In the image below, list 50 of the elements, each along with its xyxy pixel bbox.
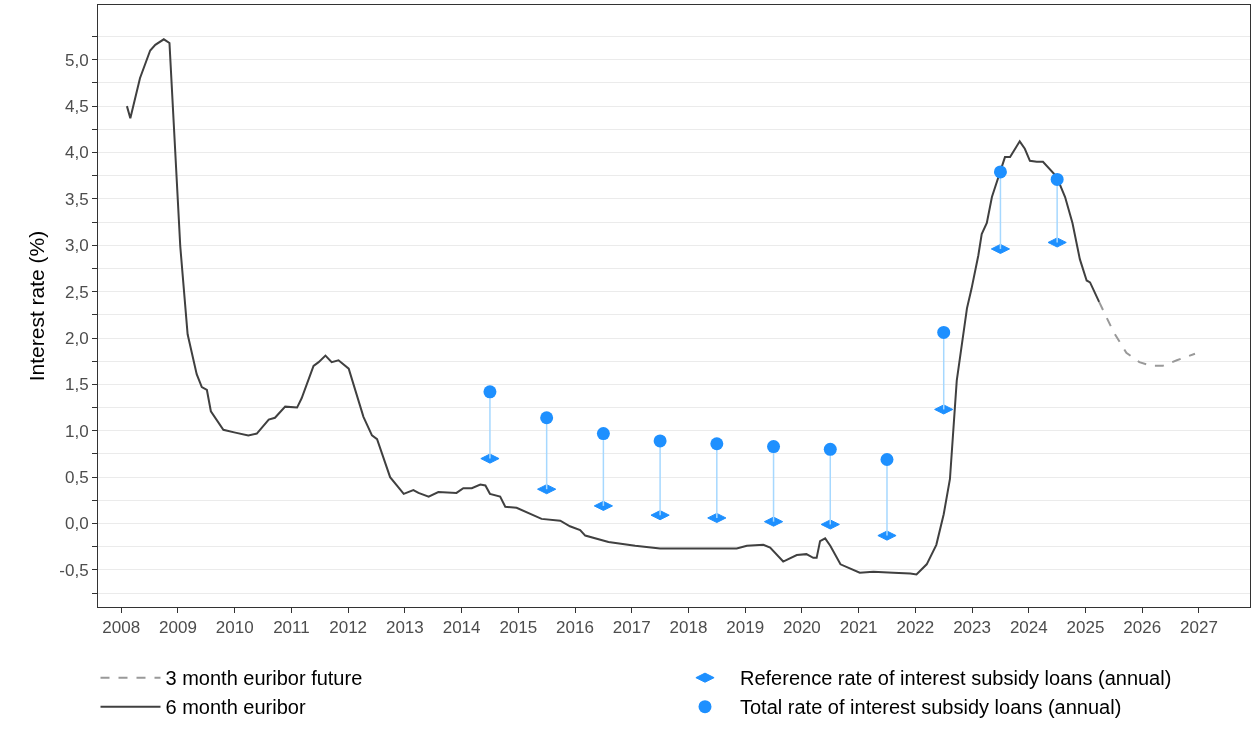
x-tick-label: 2008 [102,618,141,638]
point [937,325,951,339]
point [483,385,497,399]
y-tick-label: 2,0 [64,328,89,348]
x-tick-label: 2020 [783,618,821,638]
line-series [1098,300,1196,367]
point [596,427,610,441]
x-tick-label: 2015 [499,618,538,638]
y-tick-label: 4,0 [64,143,89,163]
y-tick-label: 0,0 [64,514,89,534]
x-tick-label: 2017 [612,618,651,638]
legend-label: 3 month euribor future [165,667,363,690]
point [540,411,554,425]
x-tick-label: 2013 [385,618,424,638]
x-tick-label: 2018 [669,618,708,638]
y-tick-label: 1,0 [64,421,89,441]
y-tick-label: 0,5 [64,468,89,488]
point [880,453,894,466]
y-axis-title: Interest rate (%) [25,230,49,382]
x-tick-label: 2022 [896,618,935,638]
y-tick-label: 4,5 [64,97,89,117]
point [823,442,837,456]
x-tick-label: 2019 [726,618,765,638]
x-tick-label: 2021 [839,618,878,638]
x-tick-label: 2010 [215,618,254,638]
y-tick-label: 3,5 [64,189,89,209]
point [653,434,667,448]
legend-label: Reference rate of interest subsidy loans (annual) [740,667,1172,690]
x-tick-label: 2023 [953,618,991,638]
y-tick-label: 5,0 [64,50,89,70]
x-tick-label: 2016 [556,618,594,638]
x-tick-label: 2024 [1009,618,1048,638]
legend-label: 6 month euribor [165,696,306,719]
x-tick-label: 2014 [442,618,481,638]
x-tick-label: 2009 [159,618,197,638]
x-tick-label: 2011 [273,618,310,638]
point [710,437,724,451]
x-tick-label: 2025 [1066,618,1105,638]
x-tick-label: 2027 [1180,618,1218,638]
line-series [125,38,1101,576]
legend-label: Total rate of interest subsidy loans (annual) [740,696,1122,719]
y-tick-label: -0,5 [59,560,89,580]
y-tick-label: 3,0 [64,236,89,256]
y-tick-label: 1,5 [64,375,89,395]
point [1050,172,1064,186]
y-tick-label: 2,5 [64,282,89,302]
x-tick-label: 2012 [329,618,368,638]
point [993,165,1007,179]
point [767,440,781,454]
x-tick-label: 2026 [1123,618,1162,638]
